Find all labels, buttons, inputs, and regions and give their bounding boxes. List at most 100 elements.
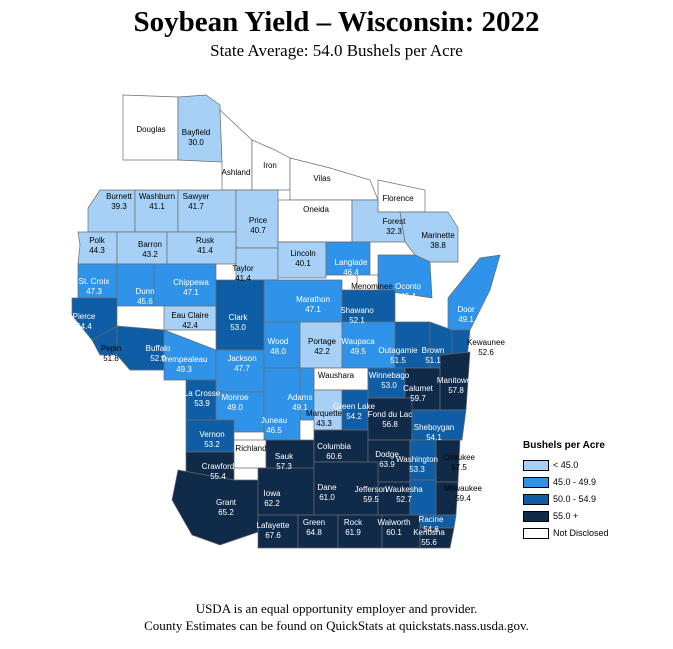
county-name: Brown	[422, 346, 445, 355]
county-name: St. Croix	[79, 277, 110, 286]
county-label-chippewa: Chippewa 47.1	[173, 278, 209, 297]
county-value: 47.1	[183, 288, 199, 297]
county-name: La Crosse	[184, 389, 221, 398]
county-label-jackson: Jackson 47.7	[227, 354, 256, 373]
county-label-milwaukee: Milwaukee 59.4	[444, 484, 482, 503]
county-kenosha	[419, 527, 455, 549]
county-name: Price	[249, 216, 268, 225]
legend-item-not-disclosed: Not Disclosed	[523, 525, 663, 541]
county-label-langlade: Langlade 46.4	[335, 258, 368, 277]
legend-item-55plus: 55.0 +	[523, 508, 663, 524]
county-name: Polk	[89, 236, 106, 245]
county-label-taylor: Taylor 41.4	[232, 264, 254, 283]
county-label-trempealeau: Trempealeau 49.3	[161, 355, 208, 374]
county-label-outagamie: Outagamie 51.5	[378, 346, 418, 365]
county-value: 52.7	[396, 495, 412, 504]
county-value: 42.2	[314, 347, 330, 356]
county-value: 45.6	[137, 297, 153, 306]
county-name: Juneau	[261, 416, 287, 425]
county-name: Waupaca	[341, 337, 375, 346]
county-value: 67.6	[265, 531, 281, 540]
footer-line-2: County Estimates can be found on QuickSt…	[144, 618, 529, 633]
county-name: Monroe	[221, 393, 249, 402]
county-label-racine: Racine 54.6	[419, 515, 444, 534]
county-name: Kewaunee	[467, 338, 505, 347]
county-label-rusk: Rusk 41.4	[196, 236, 215, 255]
county-value: 60.1	[386, 528, 402, 537]
county-name: Marinette	[421, 231, 455, 240]
county-label-dunn: Dunn 45.6	[135, 287, 154, 306]
county-label-calumet: Calumet 59.7	[403, 384, 434, 403]
county-value: 56.8	[382, 420, 398, 429]
legend-item-45-49: 45.0 - 49.9	[523, 474, 663, 490]
county-name: Door	[457, 305, 475, 314]
county-name: Iowa	[264, 489, 281, 498]
county-label-vilas: Vilas	[313, 174, 330, 183]
county-value: 40.1	[295, 259, 311, 268]
county-lincoln	[277, 241, 327, 279]
legend-label: 55.0 +	[553, 511, 579, 521]
county-value: 54.4	[76, 322, 92, 331]
county-value: 61.9	[345, 528, 361, 537]
county-name: Vernon	[199, 430, 224, 439]
county-name: Crawford	[202, 462, 234, 471]
county-name: Trempealeau	[161, 355, 208, 364]
county-label-sawyer: Sawyer 41.7	[183, 192, 210, 211]
county-value: 32.3	[386, 227, 402, 236]
county-value: 59.4	[455, 494, 471, 503]
county-name: Shawano	[340, 306, 374, 315]
county-value: 53.9	[194, 399, 210, 408]
county-label-green-lake: Green Lake 54.2	[333, 402, 375, 421]
county-label-vernon: Vernon 53.2	[199, 430, 224, 449]
county-label-la-crosse: La Crosse 53.9	[184, 389, 221, 408]
county-sheboygan	[411, 409, 467, 441]
county-label-bayfield: Bayfield 30.0	[182, 128, 210, 147]
county-value: 39.3	[111, 202, 127, 211]
county-name: Oconto	[395, 282, 421, 291]
county-value: 53.2	[204, 440, 220, 449]
county-value: 55.4	[210, 472, 226, 481]
county-value: 52.6	[478, 348, 494, 357]
county-label-iron: Iron	[263, 161, 277, 170]
county-name: Sawyer	[183, 192, 210, 201]
county-name: Wood	[268, 337, 289, 346]
county-name: Oneida	[303, 205, 329, 214]
county-label-pierce: Pierce 54.4	[73, 312, 96, 331]
county-label-winnebago: Winnebago 53.0	[369, 371, 410, 390]
county-label-lincoln: Lincoln 40.1	[290, 249, 315, 268]
county-value: 64.8	[306, 528, 322, 537]
county-value: 57.8	[448, 386, 464, 395]
county-label-florence: Florence	[382, 194, 414, 203]
county-label-menominee: Menominee	[351, 282, 393, 291]
county-douglas	[122, 94, 179, 161]
county-label-lafayette: Lafayette 67.6	[257, 521, 290, 540]
county-label-dodge: Dodge 63.9	[375, 450, 399, 469]
county-label-eau-claire: Eau Claire 42.4	[171, 311, 209, 330]
county-value: 46.4	[400, 292, 416, 301]
county-value: 61.0	[319, 493, 335, 502]
county-value: 48.0	[270, 347, 286, 356]
county-name: Douglas	[136, 125, 165, 134]
county-label-oneida: Oneida	[303, 205, 329, 214]
county-value: 41.1	[149, 202, 165, 211]
county-door	[447, 254, 501, 331]
legend-swatch	[523, 527, 549, 539]
county-value: 57.5	[451, 463, 467, 472]
legend-label: < 45.0	[553, 460, 579, 470]
county-label-barron: Barron 43.2	[138, 240, 162, 259]
county-value: 53.0	[381, 381, 397, 390]
county-label-monroe: Monroe 49.0	[221, 393, 249, 412]
county-value: 51.8	[103, 354, 119, 363]
county-name: Pepin	[101, 344, 121, 353]
legend-swatch	[523, 493, 549, 505]
county-label-price: Price 40.7	[249, 216, 268, 235]
county-name: Rusk	[196, 236, 215, 245]
county-name: Taylor	[232, 264, 254, 273]
county-name: Winnebago	[369, 371, 410, 380]
county-label-dane: Dane 61.0	[317, 483, 337, 502]
county-value: 57.3	[276, 462, 292, 471]
footer: USDA is an equal opportunity employer an…	[0, 600, 673, 634]
county-value: 53.3	[409, 465, 425, 474]
county-label-waupaca: Waupaca 49.5	[341, 337, 375, 356]
county-name: Clark	[229, 313, 249, 322]
